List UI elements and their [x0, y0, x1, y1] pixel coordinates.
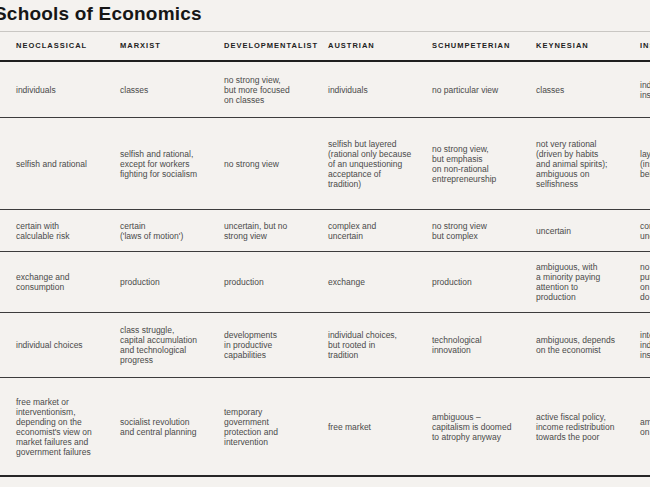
table-row: selfish and rational selfish and rationa…: [0, 118, 650, 210]
table-cell: free market or interventionism, dependin…: [16, 397, 120, 457]
table-cell: ambiguous, depends on the economist: [536, 335, 640, 355]
table-cell: uncertain: [536, 226, 640, 236]
table-header-row: NEOCLASSICAL MARXIST DEVELOPMENTALIST AU…: [0, 31, 650, 62]
table-cell: layered (instinct–habit– belief–reason): [640, 149, 650, 179]
table-cell: selfish and rational, except for workers…: [120, 149, 224, 179]
column-header-developmentalist: DEVELOPMENTALIST: [224, 41, 328, 51]
table-row: exchange and consumption production prod…: [0, 252, 650, 313]
table-cell: temporary government protection and inte…: [224, 407, 328, 447]
table-cell: no strong view, but more focused on clas…: [224, 75, 328, 105]
table-cell: socialist revolution and central plannin…: [120, 417, 224, 437]
table-cell: uncertain, but no strong view: [224, 221, 328, 241]
table-cell: exchange and consumption: [16, 272, 120, 292]
table-cell: interaction between individuals and inst…: [640, 330, 650, 360]
table-cell: certain with calculable risk: [16, 221, 120, 241]
column-header-keynesian: KEYNESIAN: [536, 41, 640, 51]
table-cell: ambiguous, depends on the economist: [640, 417, 650, 437]
table-row: certain with calculable risk certain ('l…: [0, 210, 650, 252]
column-header-neoclassical: NEOCLASSICAL: [16, 41, 120, 51]
table-cell: no strong view: [224, 159, 328, 169]
table-cell: individual choices: [16, 340, 120, 350]
table-cell: production: [120, 277, 224, 287]
table-cell: no strong view, but emphasis on non-rati…: [432, 144, 536, 184]
table-cell: no strong view but complex: [432, 221, 536, 241]
schools-of-economics-table-page: Schools of Economics NEOCLASSICAL MARXIS…: [0, 0, 650, 487]
table-cell: certain ('laws of motion'): [120, 221, 224, 241]
table-cell: complex and uncertain: [328, 221, 432, 241]
table-cell: technological innovation: [432, 335, 536, 355]
table-cell: production: [432, 277, 536, 287]
table-cell: ambiguous – capitalism is doomed to atro…: [432, 412, 536, 442]
column-header-institutionalist: INSTITUTIONALIST: [640, 41, 650, 51]
page-title: Schools of Economics: [0, 3, 202, 25]
table-cell: free market: [328, 422, 432, 432]
table-cell: individuals and institutions: [640, 80, 650, 100]
table-cell: classes: [536, 85, 640, 95]
comparison-table: NEOCLASSICAL MARXIST DEVELOPMENTALIST AU…: [0, 31, 650, 477]
column-header-schumpeterian: SCHUMPETERIAN: [432, 41, 536, 51]
table-cell: classes: [120, 85, 224, 95]
table-cell: individuals: [16, 85, 120, 95]
table-cell: selfish and rational: [16, 159, 120, 169]
table-cell: selfish but layered (rational only becau…: [328, 139, 432, 189]
table-cell: complex and uncertain: [640, 221, 650, 241]
table-cell: developments in productive capabilities: [224, 330, 328, 360]
table-cell: no strong view, put more emphasis on pro…: [640, 262, 650, 302]
table-cell: individuals: [328, 85, 432, 95]
table-row: free market or interventionism, dependin…: [0, 378, 650, 477]
table-cell: production: [224, 277, 328, 287]
table-row: individual choices class struggle, capit…: [0, 313, 650, 378]
table-cell: not very rational (driven by habits and …: [536, 139, 640, 189]
column-header-austrian: AUSTRIAN: [328, 41, 432, 51]
table-cell: ambiguous, with a minority paying attent…: [536, 262, 640, 302]
table-cell: active fiscal policy, income redistribut…: [536, 412, 640, 442]
table-cell: class struggle, capital accumulation and…: [120, 325, 224, 365]
table-cell: no particular view: [432, 85, 536, 95]
column-header-marxist: MARXIST: [120, 41, 224, 51]
table-row: individuals classes no strong view, but …: [0, 62, 650, 118]
table-cell: individual choices, but rooted in tradit…: [328, 330, 432, 360]
table-cell: exchange: [328, 277, 432, 287]
